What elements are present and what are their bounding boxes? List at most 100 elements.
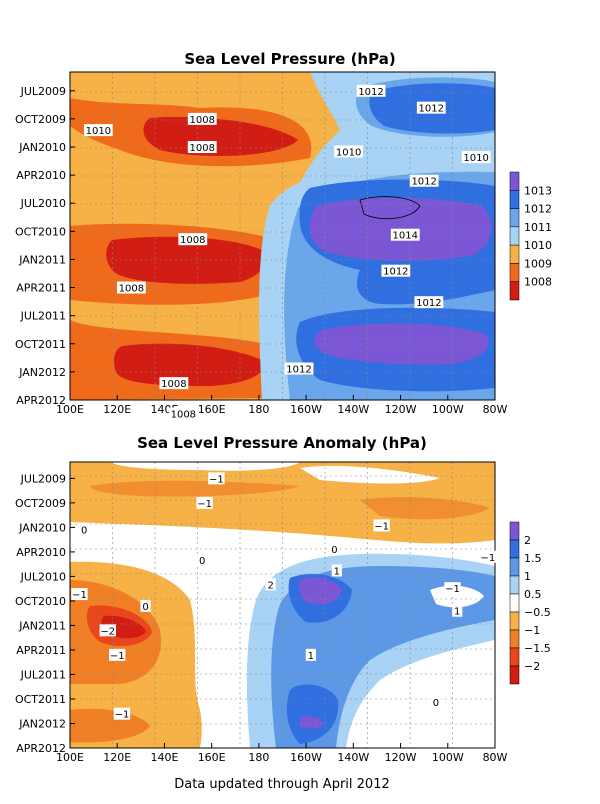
colorbar-swatch xyxy=(509,263,520,282)
slp-y-axis: JUL2009 OCT2009 JAN2010 APR2010 JUL2010 OCT20… xyxy=(15,85,75,407)
contour-label: 0 xyxy=(331,545,337,556)
contour-label-bg xyxy=(334,145,364,158)
y-tick-label: APR2011 xyxy=(16,644,66,657)
x-tick-label: 140W xyxy=(337,403,369,416)
slp-anomaly-x-axis: 100E 120E 140E 160E 180 160W 140W 120W 100W 80W xyxy=(56,743,508,764)
contour-label-bg xyxy=(178,233,208,246)
y-tick-label: OCT2009 xyxy=(15,113,66,126)
contour-label-bg xyxy=(208,472,225,485)
contour-label: 1008 xyxy=(189,143,214,154)
x-tick-label: 100E xyxy=(56,403,84,416)
colorbar-swatch xyxy=(509,575,520,595)
slp-anomaly-frame xyxy=(69,461,496,749)
contour-label: 1008 xyxy=(171,409,196,420)
y-tick-label: OCT2009 xyxy=(15,497,66,510)
contour-label: 1010 xyxy=(463,153,488,164)
contour-label: 1012 xyxy=(383,267,408,278)
contour-label-bg xyxy=(168,407,198,420)
y-tick-label: JUL2009 xyxy=(20,85,66,98)
contour-label-bg xyxy=(109,648,126,661)
y-tick-label: JAN2011 xyxy=(18,253,66,266)
contour-label-bg xyxy=(79,523,90,536)
contour-label-bg xyxy=(444,582,461,595)
colorbar-label: −2 xyxy=(524,660,540,673)
slp-colorbar: 1013 1012 1011 1010 1009 1008 xyxy=(509,171,552,301)
contour-label: 2 xyxy=(268,580,274,591)
x-tick-label: 120E xyxy=(103,403,131,416)
y-tick-label: OCT2011 xyxy=(15,338,66,351)
colorbar-swatch xyxy=(509,171,520,191)
contour-label: 1 xyxy=(334,567,340,578)
x-tick-label: 100W xyxy=(432,751,464,764)
contour-label-bg xyxy=(461,151,491,164)
slp-anomaly-chart: Sea Level Pressure Anomaly (hPa) xyxy=(15,434,551,764)
data-updated-note: Data updated through April 2012 xyxy=(174,777,390,792)
y-tick-label: JAN2012 xyxy=(18,366,66,379)
slp-anomaly-chart-title: Sea Level Pressure Anomaly (hPa) xyxy=(137,434,427,452)
colorbar-swatch xyxy=(509,208,520,228)
contour-label: 1 xyxy=(454,607,460,618)
y-tick-label: JUL2011 xyxy=(20,310,66,323)
colorbar-label: 0.5 xyxy=(524,588,542,601)
slp-region-1007a xyxy=(143,116,298,156)
colorbar-swatch xyxy=(509,593,520,613)
colorbar-swatch xyxy=(509,190,520,209)
colorbar-swatch xyxy=(509,557,520,577)
contour-label: −2 xyxy=(100,626,115,637)
contour-label: −1 xyxy=(115,710,130,721)
contour-label: 1012 xyxy=(419,104,444,115)
contour-label-bg xyxy=(196,496,213,509)
contour-label-bg xyxy=(409,174,439,187)
contour-label-bg xyxy=(116,281,146,294)
contour-label-bg xyxy=(265,578,276,591)
slp-x-axis: 100E 120E 140E 160E 180 160W 140W 120W 100W 80W xyxy=(56,395,508,416)
contour-label-bg xyxy=(381,264,411,277)
contour-label-bg xyxy=(113,707,131,720)
y-tick-label: APR2010 xyxy=(16,169,66,182)
slp-anomaly-y-axis: JUL2009 OCT2009 JAN2010 APR2010 JUL2010 OCT20… xyxy=(15,472,75,755)
contour-label-bg xyxy=(197,553,208,566)
y-tick-label: OCT2010 xyxy=(15,225,66,238)
y-tick-label: JAN2010 xyxy=(18,141,66,154)
colorbar-label: 1.5 xyxy=(524,552,542,565)
contour-label: −1 xyxy=(209,474,224,485)
y-tick-label: JUL2009 xyxy=(20,472,66,485)
colorbar-label: 1008 xyxy=(524,276,552,289)
contour-label-bg xyxy=(416,101,446,114)
colorbar-label: 1011 xyxy=(524,221,552,234)
x-tick-label: 160W xyxy=(290,751,322,764)
contour-label: 1012 xyxy=(358,87,383,98)
contour-label: 0 xyxy=(199,556,205,567)
x-tick-label: 160E xyxy=(198,751,226,764)
contour-label: −1 xyxy=(110,651,125,662)
colorbar-label: 1 xyxy=(524,570,531,583)
y-tick-label: JUL2011 xyxy=(20,668,66,681)
slp-chart: Sea Level Pressure (hPa) xyxy=(15,50,552,420)
contour-label-bg xyxy=(414,296,444,309)
contour-label-bg xyxy=(187,141,217,154)
slp-chart-title: Sea Level Pressure (hPa) xyxy=(184,50,395,68)
colorbar-label: 1013 xyxy=(524,184,552,197)
contour-label-bg xyxy=(373,519,390,532)
contour-label-bg xyxy=(71,588,88,601)
colorbar-swatch xyxy=(509,244,520,264)
contour-label: 1012 xyxy=(411,177,436,188)
contour-label-bg xyxy=(99,624,116,637)
y-tick-label: APR2010 xyxy=(16,546,66,559)
colorbar-swatch xyxy=(509,226,520,246)
slp-region-1007b xyxy=(106,236,266,284)
contour-label: 1010 xyxy=(336,147,361,158)
contour-label-bg xyxy=(356,84,386,97)
colorbar-swatch xyxy=(509,281,520,301)
slp-anomaly-contour-labels: −1 −1 0 −1 0 −1 0 1 2 −1 −1 0 1 −2 −1 1 0 −1 xyxy=(71,472,497,721)
slp-frame xyxy=(69,71,496,401)
x-tick-label: 120E xyxy=(103,751,131,764)
contour-label: −1 xyxy=(197,499,212,510)
x-tick-label: 160E xyxy=(198,403,226,416)
contour-label: 1 xyxy=(308,651,314,662)
contour-label-bg xyxy=(305,648,316,661)
contour-label-bg xyxy=(159,377,189,390)
colorbar-label: −0.5 xyxy=(524,606,551,619)
x-tick-label: 80W xyxy=(483,403,508,416)
